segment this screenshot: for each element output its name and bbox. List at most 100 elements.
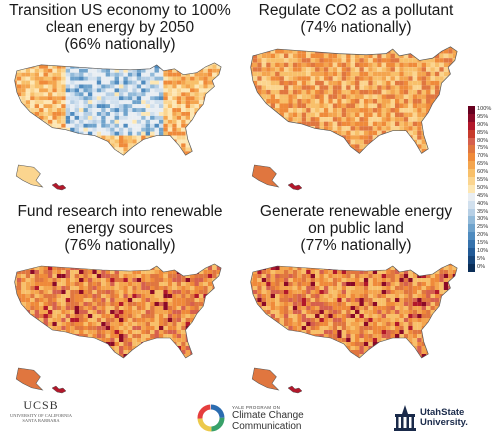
- legend-swatch: [468, 113, 475, 122]
- legend-label: 45%: [477, 192, 489, 199]
- legend-row: 20%: [468, 232, 498, 241]
- us-outline: [250, 46, 458, 154]
- color-legend: 100% 95% 90% 85% 80% 75% 70% 65% 60% 55% 50% 45% 40%…: [468, 106, 498, 272]
- legend-row: 45%: [468, 192, 498, 201]
- legend-label: 80%: [477, 137, 489, 144]
- legend-row: 65%: [468, 161, 498, 170]
- legend-row: 0%: [468, 263, 498, 272]
- map-panel-1: Transition US economy to 100% clean ener…: [4, 2, 236, 193]
- legend-row: 35%: [468, 208, 498, 217]
- legend-label: 25%: [477, 224, 489, 231]
- legend-swatch: [468, 121, 475, 130]
- panel-title-3: Fund research into renewable energy sour…: [17, 203, 223, 254]
- legend-swatch: [468, 240, 475, 249]
- legend-swatch: [468, 161, 475, 170]
- ucsb-wordmark: UCSB: [23, 398, 59, 412]
- legend-row: 100%: [468, 106, 498, 114]
- usu-logo: UtahState University.: [392, 398, 496, 438]
- usu-line-2: University.: [420, 417, 468, 428]
- hawaii-inset: [287, 182, 303, 191]
- legend-swatch: [468, 169, 475, 178]
- legend-label: 70%: [477, 153, 489, 160]
- legend-swatch: [468, 255, 475, 264]
- legend-label: 90%: [477, 121, 489, 128]
- hawaii-inset: [51, 385, 67, 394]
- legend-row: 50%: [468, 184, 498, 193]
- us-county-map-4: [250, 263, 458, 394]
- legend-label: 10%: [477, 248, 489, 255]
- legend-swatch: [468, 184, 475, 193]
- legend-row: 55%: [468, 177, 498, 185]
- ucsb-subtitle-1: UNIVERSITY OF CALIFORNIA: [9, 413, 73, 418]
- usu-line-1: UtahState: [420, 407, 465, 418]
- legend-label: 75%: [477, 145, 489, 152]
- alaska-inset: [251, 367, 280, 391]
- map-panel-4: Generate renewable energy on public land…: [240, 203, 472, 396]
- legend-label: 0%: [477, 263, 486, 270]
- legend-row: 10%: [468, 248, 498, 256]
- legend-label: 30%: [477, 216, 489, 223]
- yale-ring-icon: [197, 404, 225, 432]
- us-county-map-3: [14, 263, 222, 394]
- legend-label: 5%: [477, 255, 486, 262]
- legend-row: 25%: [468, 224, 498, 233]
- us-county-map-1: [14, 62, 222, 191]
- yale-program-label: YALE PROGRAM ON: [232, 404, 281, 410]
- legend-swatch: [468, 153, 475, 162]
- alaska-inset: [15, 164, 44, 188]
- legend-label: 15%: [477, 240, 489, 247]
- alaska-inset: [15, 367, 44, 391]
- legend-row: 70%: [468, 153, 498, 162]
- map-panel-2: Regulate CO2 as a pollutant (74% nationa…: [240, 2, 472, 193]
- legend-label: 85%: [477, 129, 489, 136]
- legend-label: 50%: [477, 184, 489, 191]
- legend-label: 100%: [477, 106, 492, 112]
- us-outline: [250, 263, 458, 359]
- building-icon: [394, 405, 416, 431]
- yale-line-1: Climate Change: [232, 409, 304, 421]
- legend-swatch: [468, 208, 475, 217]
- legend-row: 75%: [468, 145, 498, 154]
- legend-row: 15%: [468, 240, 498, 249]
- panel-title-1: Transition US economy to 100% clean ener…: [9, 2, 231, 53]
- legend-label: 95%: [477, 113, 489, 120]
- legend-swatch: [468, 224, 475, 233]
- legend-row: 30%: [468, 216, 498, 225]
- panel-title-4: Generate renewable energy on public land…: [259, 203, 453, 254]
- legend-swatch: [468, 129, 475, 138]
- yale-climate-logo: YALE PROGRAM ON Climate Change Communica…: [196, 398, 336, 438]
- legend-swatch: [468, 137, 475, 146]
- map-panel-3: Fund research into renewable energy sour…: [4, 203, 236, 396]
- legend-row: 5%: [468, 255, 498, 264]
- us-outline: [14, 263, 222, 359]
- us-county-map-2: [250, 46, 458, 191]
- yale-line-2: Communication: [232, 420, 302, 432]
- hawaii-inset: [51, 182, 67, 191]
- legend-row: 60%: [468, 169, 498, 178]
- alaska-inset: [251, 164, 280, 188]
- legend-label: 40%: [477, 200, 489, 207]
- legend-swatch: [468, 232, 475, 241]
- legend-label: 65%: [477, 161, 489, 168]
- legend-label: 55%: [477, 177, 489, 184]
- legend-row: 80%: [468, 137, 498, 146]
- panel-title-2: Regulate CO2 as a pollutant (74% nationa…: [258, 2, 454, 36]
- legend-swatch: [468, 216, 475, 225]
- legend-label: 20%: [477, 232, 489, 239]
- legend-swatch: [468, 177, 475, 185]
- legend-row: 95%: [468, 113, 498, 122]
- legend-swatch: [468, 106, 475, 114]
- legend-row: 90%: [468, 121, 498, 130]
- us-outline: [14, 62, 222, 156]
- ucsb-logo: UCSB UNIVERSITY OF CALIFORNIA SANTA BARB…: [6, 398, 76, 438]
- legend-swatch: [468, 192, 475, 201]
- legend-row: 40%: [468, 200, 498, 209]
- legend-swatch: [468, 263, 475, 272]
- hawaii-inset: [287, 385, 303, 394]
- legend-swatch: [468, 145, 475, 154]
- legend-row: 85%: [468, 129, 498, 138]
- legend-swatch: [468, 248, 475, 256]
- legend-label: 35%: [477, 208, 489, 215]
- ucsb-subtitle-2: SANTA BARBARA: [22, 418, 60, 423]
- legend-swatch: [468, 200, 475, 209]
